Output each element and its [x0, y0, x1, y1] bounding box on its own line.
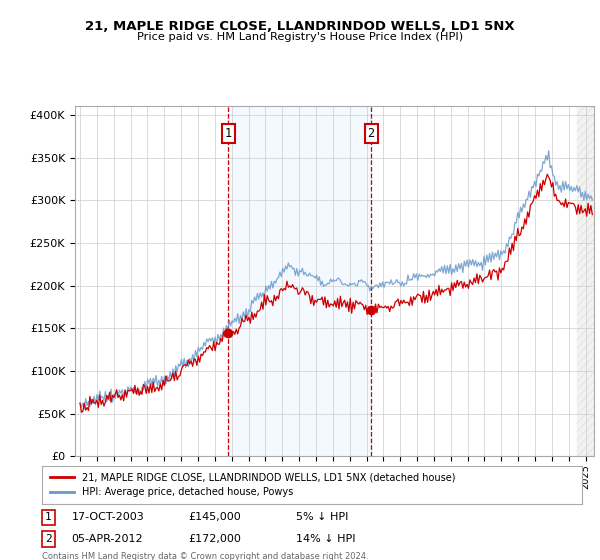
- Text: 2: 2: [45, 534, 52, 544]
- Bar: [229, 106, 371, 456]
- Text: £172,000: £172,000: [188, 534, 241, 544]
- Text: 14% ↓ HPI: 14% ↓ HPI: [296, 534, 355, 544]
- Text: 1: 1: [45, 512, 52, 522]
- Text: Contains HM Land Registry data © Crown copyright and database right 2024.
This d: Contains HM Land Registry data © Crown c…: [42, 552, 368, 560]
- Text: £145,000: £145,000: [188, 512, 241, 522]
- Text: 21, MAPLE RIDGE CLOSE, LLANDRINDOD WELLS, LD1 5NX: 21, MAPLE RIDGE CLOSE, LLANDRINDOD WELLS…: [85, 20, 515, 32]
- Text: 17-OCT-2003: 17-OCT-2003: [72, 512, 145, 522]
- Text: Price paid vs. HM Land Registry's House Price Index (HPI): Price paid vs. HM Land Registry's House …: [137, 32, 463, 43]
- Text: 05-APR-2012: 05-APR-2012: [72, 534, 143, 544]
- Text: 5% ↓ HPI: 5% ↓ HPI: [296, 512, 348, 522]
- Text: 2: 2: [368, 127, 374, 140]
- Text: 1: 1: [225, 127, 232, 140]
- Legend: 21, MAPLE RIDGE CLOSE, LLANDRINDOD WELLS, LD1 5NX (detached house), HPI: Average: 21, MAPLE RIDGE CLOSE, LLANDRINDOD WELLS…: [45, 468, 460, 502]
- Bar: [577, 106, 600, 456]
